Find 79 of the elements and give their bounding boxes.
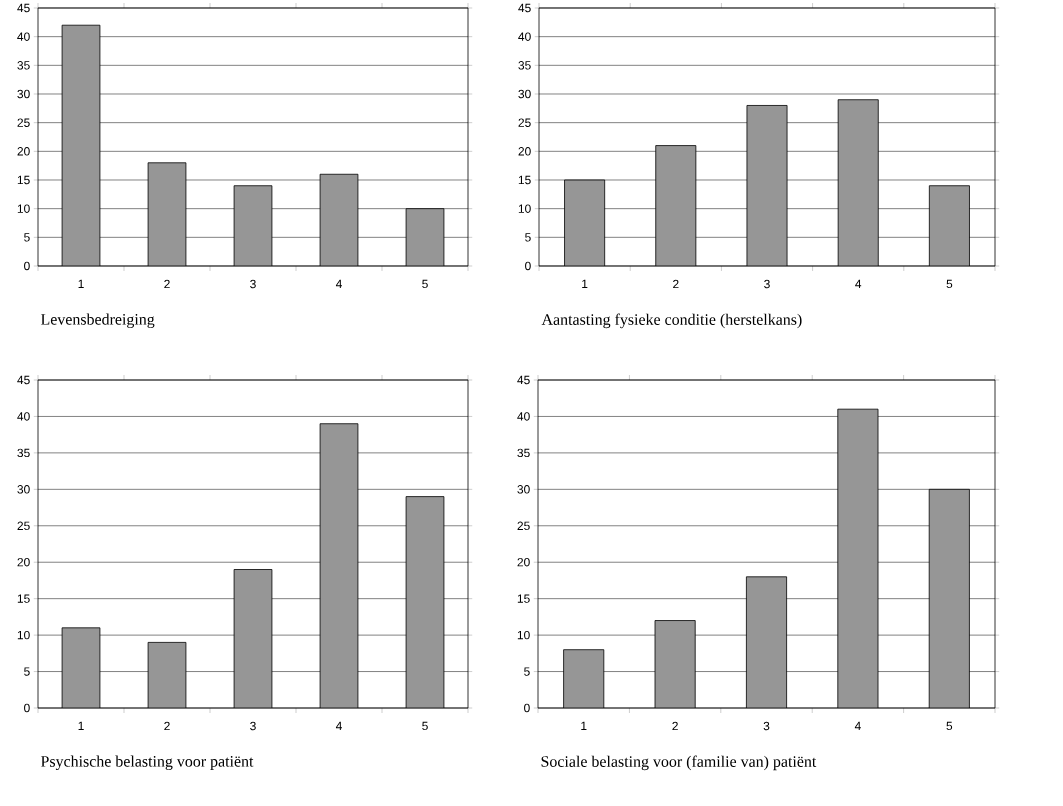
x-tick-label: 3 [763, 721, 770, 731]
x-tick-label: 3 [250, 279, 256, 289]
y-tick-label: 35 [517, 448, 530, 458]
y-tick-label: 15 [518, 175, 531, 185]
bar [563, 649, 605, 708]
y-tick-label: 25 [517, 521, 530, 530]
y-tick-label: 45 [17, 3, 30, 13]
bar [147, 642, 187, 708]
bar [405, 496, 445, 708]
x-tick-label: 4 [854, 721, 861, 730]
bar [61, 627, 101, 708]
y-tick-label: 30 [17, 89, 30, 99]
x-tick-label: 1 [581, 721, 587, 730]
y-tick-label: 30 [17, 485, 30, 494]
y-tick-label: 35 [518, 61, 531, 70]
y-tick-label: 5 [24, 233, 30, 242]
x-axis-title: Psychische belasting voor patiënt [40, 755, 254, 771]
bar [405, 208, 445, 266]
x-tick-label: 3 [250, 721, 256, 731]
y-tick-label: 0 [524, 703, 530, 713]
y-tick-label: 45 [17, 375, 30, 385]
y-tick-label: 0 [525, 261, 531, 271]
x-axis-title: Aantasting fysieke conditie (herstelkans) [541, 313, 802, 329]
y-tick-label: 30 [518, 89, 531, 99]
bar [319, 173, 359, 266]
bar [233, 185, 273, 266]
y-tick-label: 10 [517, 630, 530, 640]
y-tick-label: 25 [17, 118, 30, 127]
y-tick-label: 20 [17, 147, 30, 156]
bar [837, 408, 879, 708]
y-tick-label: 45 [518, 3, 531, 13]
y-tick-label: 45 [517, 375, 530, 385]
x-tick-label: 4 [335, 279, 342, 288]
y-tick-label: 20 [17, 557, 30, 567]
bar [233, 569, 273, 708]
y-tick-label: 20 [518, 147, 531, 156]
x-tick-label: 4 [855, 279, 862, 288]
y-tick-label: 40 [517, 412, 530, 421]
x-tick-label: 2 [164, 721, 170, 731]
y-tick-label: 25 [17, 521, 30, 530]
bar [654, 620, 696, 708]
bar [319, 423, 359, 708]
bar [147, 162, 187, 266]
x-tick-label: 2 [673, 279, 679, 289]
x-tick-label: 3 [764, 279, 770, 289]
x-axis-title: Sociale belasting voor (familie van) patiënt [541, 755, 817, 771]
y-tick-label: 10 [17, 630, 30, 640]
y-tick-label: 35 [17, 448, 30, 458]
y-tick-label: 40 [17, 412, 30, 421]
y-tick-label: 10 [518, 204, 531, 213]
y-tick-label: 5 [524, 667, 530, 676]
x-tick-label: 5 [422, 721, 428, 731]
bar [61, 24, 101, 266]
y-tick-label: 40 [518, 32, 531, 41]
y-tick-label: 5 [24, 667, 30, 676]
bar [746, 576, 788, 708]
y-tick-label: 15 [17, 175, 30, 185]
bar [928, 488, 970, 708]
y-tick-label: 40 [17, 32, 30, 41]
y-tick-label: 5 [525, 233, 531, 242]
x-tick-label: 1 [582, 279, 588, 288]
y-tick-label: 20 [517, 557, 530, 567]
y-tick-label: 10 [17, 204, 30, 213]
x-tick-label: 2 [672, 721, 678, 731]
y-tick-label: 35 [17, 61, 30, 70]
x-tick-label: 5 [946, 279, 953, 289]
y-tick-label: 15 [517, 594, 530, 603]
x-tick-label: 4 [335, 721, 342, 730]
y-tick-label: 0 [24, 703, 30, 713]
x-tick-label: 5 [422, 279, 428, 289]
x-axis-title: Levensbedreiging [40, 313, 155, 329]
x-tick-label: 1 [78, 279, 84, 288]
y-tick-label: 0 [24, 261, 30, 271]
y-tick-label: 30 [517, 485, 530, 494]
y-tick-label: 15 [17, 594, 30, 603]
x-tick-label: 2 [164, 279, 170, 289]
x-tick-label: 5 [946, 721, 953, 731]
y-tick-label: 25 [518, 118, 531, 127]
x-tick-label: 1 [78, 721, 84, 730]
